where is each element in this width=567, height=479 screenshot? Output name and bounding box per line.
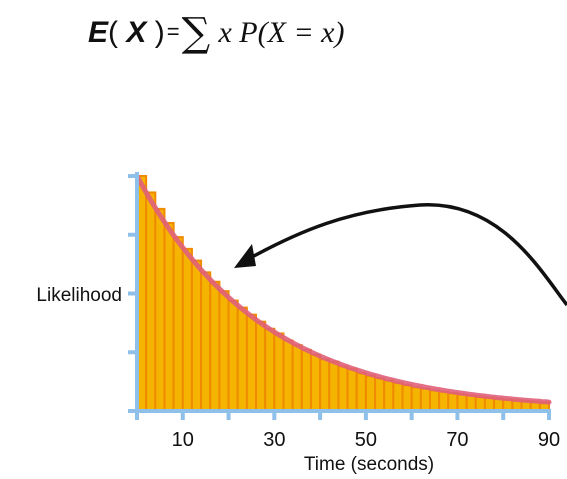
y-axis-label: Likelihood <box>36 285 122 306</box>
annotation-arrowhead <box>234 244 256 268</box>
bar <box>283 341 292 412</box>
bar <box>238 308 247 411</box>
bar <box>183 249 192 411</box>
x-axis-label: Time (seconds) <box>304 454 434 475</box>
bar <box>320 359 329 411</box>
bar <box>485 398 494 411</box>
x-tick-label: 70 <box>446 429 468 451</box>
bar <box>265 329 274 411</box>
bar <box>375 378 384 411</box>
x-tick-label: 10 <box>172 429 194 451</box>
bar <box>393 383 402 411</box>
bar <box>174 237 183 411</box>
bar <box>155 209 164 411</box>
x-tick-label: 90 <box>538 429 560 451</box>
bar <box>311 355 320 411</box>
bar <box>348 369 357 411</box>
bar <box>256 322 265 411</box>
bar <box>201 272 210 411</box>
bar <box>476 397 485 411</box>
bar <box>274 333 283 411</box>
bar <box>164 223 173 411</box>
bar <box>229 301 238 411</box>
bar <box>146 192 155 411</box>
bar <box>210 282 219 411</box>
bar <box>302 350 311 411</box>
bar <box>338 366 347 411</box>
x-tick-label: 50 <box>355 429 377 451</box>
bar <box>403 385 412 411</box>
bar <box>366 376 375 411</box>
bar <box>293 345 302 411</box>
bar <box>448 393 457 411</box>
bar <box>329 362 338 411</box>
bar <box>430 390 439 411</box>
bar <box>467 395 476 411</box>
annotation-arrow <box>243 205 567 305</box>
bar <box>412 388 421 412</box>
bar <box>357 373 366 411</box>
bar-series <box>137 176 549 411</box>
bar <box>457 394 466 411</box>
x-tick-label: 30 <box>263 429 285 451</box>
bar <box>192 261 201 411</box>
x-tick-labels: 10 30 50 70 90 <box>172 429 560 451</box>
bar <box>384 380 393 411</box>
bar <box>421 389 430 411</box>
bar <box>219 291 228 411</box>
bar <box>247 315 256 411</box>
bar <box>439 392 448 411</box>
